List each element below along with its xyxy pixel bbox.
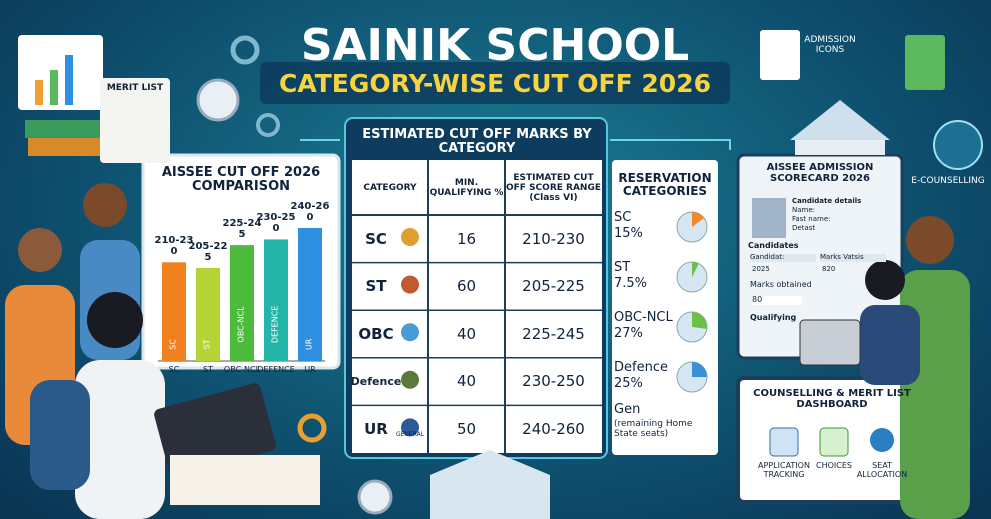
bar (196, 268, 220, 361)
dashboard-item: SEAT ALLOCATION (856, 461, 908, 479)
reservation-name: OBC-NCL (614, 310, 673, 325)
scorecard-detail: Name: (792, 206, 816, 214)
scorecard-qualifying: Qualifying (750, 313, 797, 322)
table-header: CATEGORY (363, 182, 417, 193)
table-cell: Defence (350, 374, 402, 388)
bar-label: ST (203, 365, 213, 374)
category-icon (401, 228, 419, 246)
subtitle-band (260, 62, 730, 104)
bar-inner-label: OBC-NCL (236, 306, 246, 343)
general-label: GENERAL (395, 431, 425, 438)
comparison-title: AISSEE CUT OFF 2026 COMPARISON (161, 165, 321, 195)
bar-label: OBC-NCL (223, 365, 261, 374)
title: SAINIK SCHOOL (300, 20, 690, 71)
e-counselling-label: E-COUNSELLING (911, 176, 985, 186)
reservation-name: SC (614, 210, 632, 225)
chart-icon (18, 35, 103, 110)
connector (300, 139, 731, 150)
bar-range: 230-250 (256, 212, 296, 235)
dashboard-item: CHOICES (816, 461, 852, 470)
reservation-label: 7.5% (614, 276, 648, 291)
table-title: ESTIMATED CUT OFF MARKS BY CATEGORY (362, 127, 592, 157)
reservation-general-note: (remaining Home State seats) (614, 419, 693, 439)
scorecard-marks: 80 (752, 295, 802, 305)
scorecard-detail: Fast name: (792, 215, 831, 223)
scorecard-candidates: Candidates (748, 241, 799, 250)
table-cell: 205-225 (522, 277, 585, 296)
bar-range: 210-230 (154, 235, 194, 258)
subtitle: CATEGORY-WISE CUT OFF 2026 (279, 69, 711, 98)
pie-wedge (692, 262, 699, 277)
table-cell: ST (365, 277, 387, 296)
reservation-name: ST (614, 260, 631, 275)
admission-icons-label: ADMISSION ICONS (804, 35, 856, 55)
scorecard-cell: 2025 (752, 265, 770, 273)
table-cell: 210-230 (522, 229, 585, 248)
merit-list-label: MERIT LIST (106, 83, 164, 93)
dashboard-item: APPLICATION TRACKING (758, 461, 810, 479)
photo (752, 198, 786, 238)
table-cell: 16 (456, 229, 477, 248)
table-cell: 50 (456, 419, 477, 438)
scorecard-column: Gandidat: (750, 253, 816, 262)
table-cell: UR (364, 419, 388, 438)
bar-range: 240-260 (290, 201, 330, 223)
scorecard-marks-label: Marks obtained (750, 280, 812, 289)
table-cell: 40 (456, 372, 477, 391)
pie-wedge (692, 362, 707, 377)
icon (870, 428, 894, 452)
bar (162, 262, 186, 361)
bar-range: 225-245 (222, 218, 262, 241)
pie-wedge (692, 212, 705, 227)
table-bg (352, 160, 602, 453)
table-cell: 230-250 (522, 372, 585, 391)
table-cell: 225-245 (522, 324, 585, 343)
table-header: ESTIMATED CUT OFF SCORE RANGE (Class VI) (506, 172, 601, 203)
bar-label: UR (304, 365, 316, 374)
reservation-label: 25% (614, 376, 643, 391)
pie-wedge (692, 311, 708, 329)
bar (230, 245, 254, 361)
scorecard-column: Marks Vatsis (820, 253, 886, 262)
scorecard-detail: Candidate details (792, 197, 862, 205)
bar (298, 228, 322, 361)
icon (819, 427, 849, 457)
bar-range: 205-225 (188, 241, 228, 263)
bar-label: SC (168, 365, 180, 374)
bar-inner-label: DEFENCE (270, 305, 280, 344)
reservation-label: 15% (614, 226, 643, 241)
icon (769, 427, 799, 457)
category-icon (401, 418, 419, 437)
dashboard-title: COUNSELLING & MERIT LIST DASHBOARD (753, 388, 911, 410)
table-cell: 40 (456, 324, 477, 343)
reservation-name: Defence (614, 360, 668, 375)
table-header: MIN. QUALIFYING % (429, 177, 504, 198)
bar (264, 239, 288, 361)
scorecard-title: AISSEE ADMISSION SCORECARD 2026 (766, 162, 874, 184)
scorecard-cell: 820 (822, 265, 836, 273)
scorecard-detail: Detast (792, 224, 816, 232)
category-icon (401, 323, 419, 342)
reservation-general: Gen (614, 402, 641, 417)
reservation-title: RESERVATION CATEGORIES (618, 171, 712, 199)
category-icon (401, 275, 419, 294)
table-cell: SC (365, 229, 387, 248)
table-cell: OBC (358, 324, 394, 343)
category-icon (401, 370, 419, 389)
bar-label: DEFENCE (257, 365, 295, 374)
reservation-label: 27% (614, 326, 643, 341)
merit-list-card (100, 78, 170, 163)
table-cell: 60 (456, 277, 477, 296)
table-cell: 240-260 (522, 419, 585, 438)
